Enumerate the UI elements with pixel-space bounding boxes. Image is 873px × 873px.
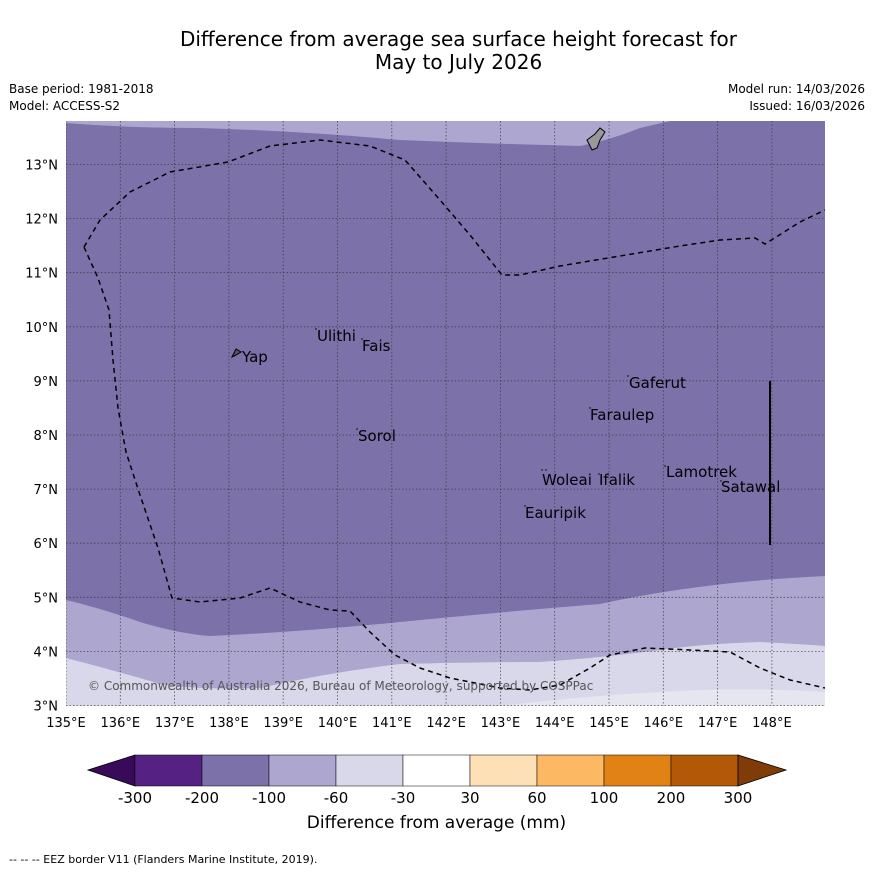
place-lamotrek: Lamotrek: [666, 463, 737, 481]
meta-right: Model run: 14/03/2026 Issued: 16/03/2026: [728, 81, 865, 115]
model-name: Model: ACCESS-S2: [9, 99, 121, 113]
lat-label: 6°N: [34, 537, 59, 552]
base-period: Base period: 1981-2018: [9, 82, 154, 96]
lat-label: 4°N: [34, 645, 59, 660]
lon-label: 136°E: [101, 716, 141, 731]
colorbar-tick-label: -200: [185, 789, 219, 807]
model-run: Model run: 14/03/2026: [727, 82, 865, 96]
lat-label: 5°N: [34, 591, 59, 606]
contour-bands: [66, 121, 825, 706]
lat-label: 13°N: [25, 159, 58, 174]
colorbar-tick-labels: -300 -200 -100 -60 -30 30 60 100 200 300: [118, 789, 752, 807]
lon-label: 144°E: [535, 716, 575, 731]
place-ulithi: Ulithi: [317, 327, 356, 345]
eez-border: [83, 139, 825, 691]
lon-label: 141°E: [372, 716, 412, 731]
place-eauripik: Eauripik: [525, 504, 586, 522]
footnote: -- -- -- EEZ border V11 (Flanders Marine…: [9, 853, 318, 866]
issued-date: Issued: 16/03/2026: [749, 99, 865, 113]
lat-label: 8°N: [34, 429, 59, 444]
map-title: Difference from average sea surface heig…: [0, 28, 873, 74]
band-minus-100-to-60-north: [66, 121, 670, 146]
lon-label: 142°E: [426, 716, 466, 731]
colorbar-tick-label: 300: [724, 789, 753, 807]
colorbar-tick-label: 100: [590, 789, 619, 807]
colorbar: -300 -200 -100 -60 -30 30 60 100 200 300: [86, 754, 788, 807]
lon-label: 145°E: [589, 716, 629, 731]
colorbar-tick-label: -60: [324, 789, 349, 807]
place-ifalik: Ifalik: [599, 471, 635, 489]
colorbar-seg-8: [603, 754, 672, 787]
copyright-text: © Commonwealth of Australia 2026, Bureau…: [88, 679, 593, 693]
lat-label: 7°N: [34, 483, 59, 498]
lat-label: 11°N: [25, 267, 58, 282]
lat-label: 3°N: [34, 700, 59, 715]
colorbar-tick-label: -30: [391, 789, 416, 807]
colorbar-seg-9: [670, 754, 739, 787]
lat-label: 12°N: [25, 213, 58, 228]
title-line-1: Difference from average sea surface heig…: [179, 27, 738, 51]
lon-label: 148°E: [752, 716, 792, 731]
colorbar-max-arrow: [737, 754, 788, 787]
lon-label: 143°E: [481, 716, 521, 731]
band-minus-60-to-30: [66, 642, 825, 706]
longitude-labels: 135°E 136°E 137°E 138°E 139°E 140°E 141°E 142°E…: [46, 716, 791, 731]
colorbar-tick-label: 200: [657, 789, 686, 807]
place-satawal: Satawal: [721, 478, 780, 496]
colorbar-seg-1: [134, 754, 203, 787]
colorbar-tick-label: 60: [527, 789, 546, 807]
colorbar-seg-7: [536, 754, 605, 787]
lon-label: 138°E: [209, 716, 249, 731]
yap-island: [230, 348, 242, 359]
colorbar-seg-6: [469, 754, 538, 787]
lat-label: 10°N: [25, 321, 58, 336]
island-markers: [315, 328, 722, 507]
lon-label: 139°E: [263, 716, 303, 731]
lon-label: 137°E: [155, 716, 195, 731]
colorbar-tick-label: -300: [118, 789, 152, 807]
place-labels: Yap Ulithi Fais Gaferut Faraulep Sorol L…: [241, 327, 780, 522]
colorbar-seg-3: [268, 754, 337, 787]
colorbar-tick-label: 30: [460, 789, 479, 807]
gridlines: [66, 121, 825, 706]
meta-left: Base period: 1981-2018 Model: ACCESS-S2: [9, 81, 154, 115]
title-line-2: May to July 2026: [374, 50, 543, 74]
lon-label: 140°E: [318, 716, 358, 731]
colorbar-title: Difference from average (mm): [306, 813, 567, 833]
place-fais: Fais: [362, 337, 391, 355]
place-yap: Yap: [241, 348, 268, 366]
place-faraulep: Faraulep: [590, 406, 654, 424]
place-gaferut: Gaferut: [629, 374, 686, 392]
colorbar-tick-label: -100: [252, 789, 286, 807]
guam-island: [586, 127, 606, 151]
latitude-labels: 13°N 12°N 11°N 10°N 9°N 8°N 7°N 6°N 5°N 4°N 3°N: [25, 159, 58, 715]
colorbar-seg-4: [335, 754, 404, 787]
band-edge: [500, 689, 825, 706]
colorbar-min-arrow: [86, 754, 136, 787]
lon-label: 146°E: [644, 716, 684, 731]
place-sorol: Sorol: [358, 427, 396, 445]
lat-label: 9°N: [34, 375, 59, 390]
colorbar-seg-2: [201, 754, 270, 787]
colorbar-seg-5: [402, 754, 471, 787]
lon-label: 135°E: [46, 716, 86, 731]
lon-label: 147°E: [698, 716, 738, 731]
place-woleai: Woleai: [542, 471, 592, 489]
